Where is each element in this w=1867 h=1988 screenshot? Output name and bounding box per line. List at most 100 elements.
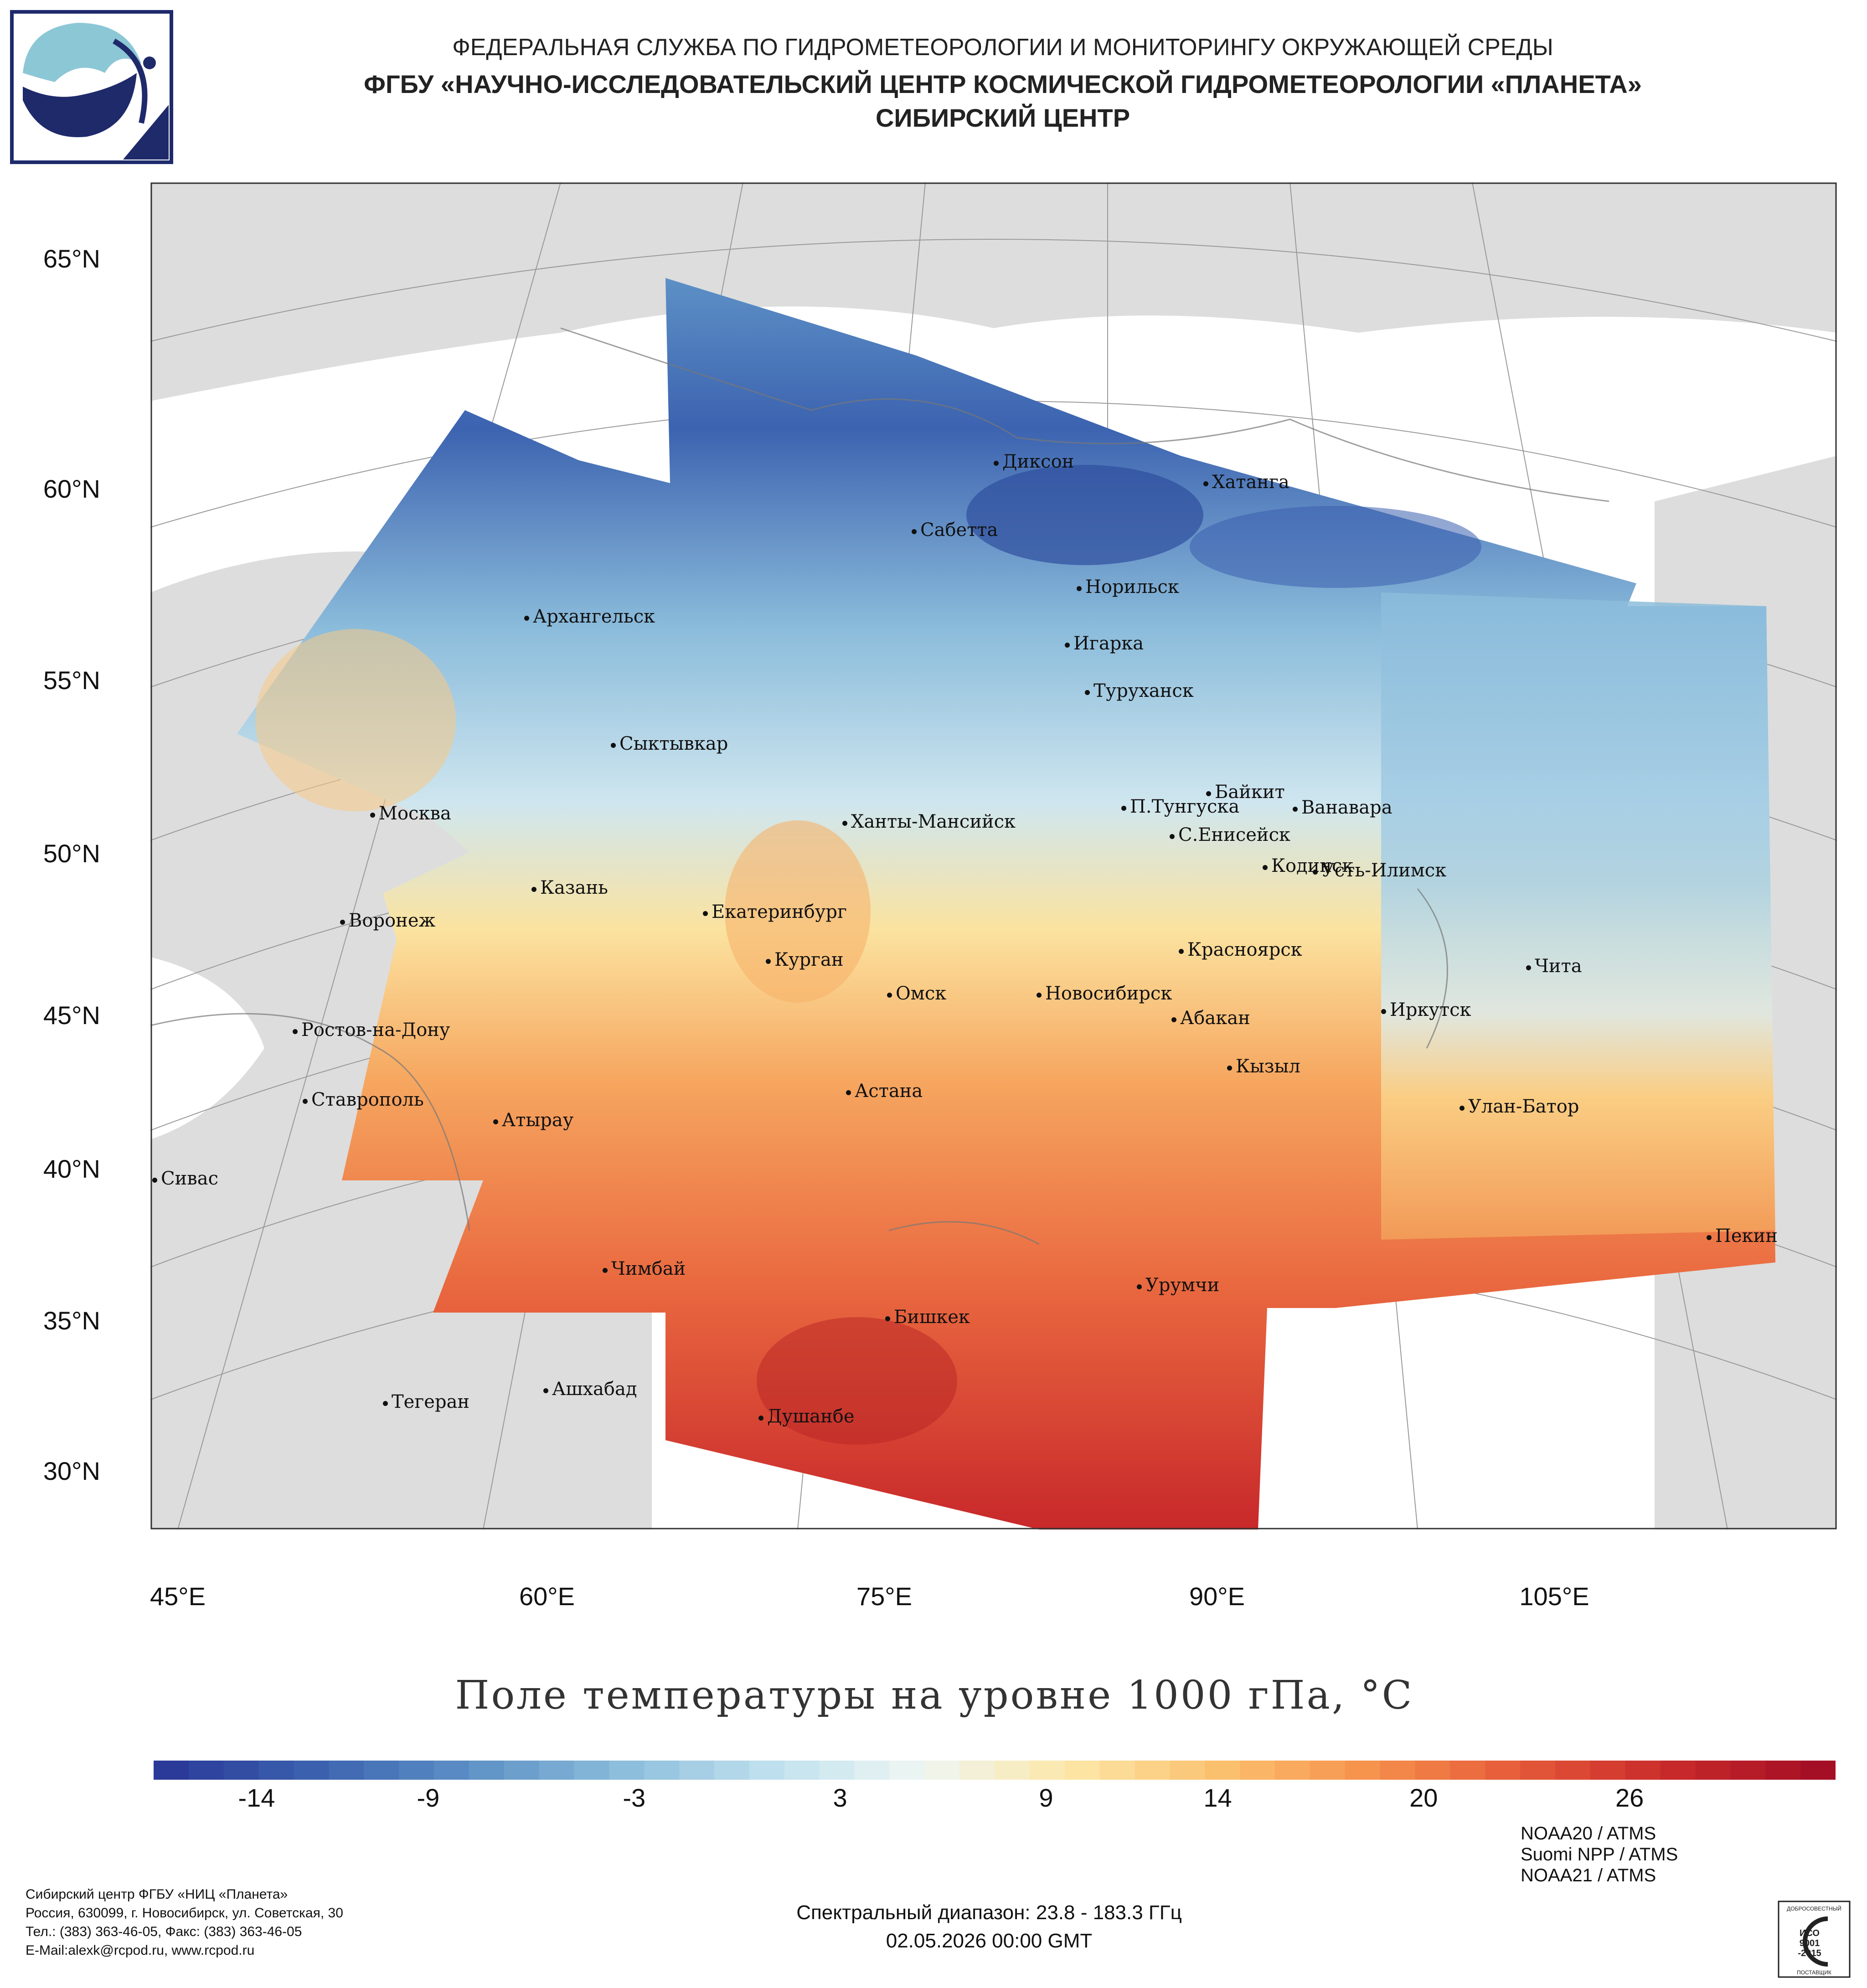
colorbar-tick-label: -9	[417, 1783, 440, 1812]
city-marker	[766, 958, 771, 964]
city-marker	[1171, 1017, 1176, 1022]
city-kyzyl: Кызыл	[1227, 1057, 1300, 1076]
city-name: Ставрополь	[311, 1089, 424, 1110]
city-marker	[1170, 834, 1175, 839]
city-novosibirsk: Новосибирск	[1037, 984, 1172, 1003]
footer-org-email: E-Mail:alexk@rcpod.ru, www.rcpod.ru	[26, 1943, 255, 1958]
city-marker	[1077, 586, 1082, 591]
city-marker	[703, 911, 708, 916]
colorbar-segment	[1695, 1761, 1731, 1780]
colorbar-segment	[1310, 1761, 1346, 1780]
city-omsk: Омск	[887, 984, 946, 1003]
city-name: Чимбай	[611, 1258, 686, 1279]
city-name: Кызыл	[1236, 1056, 1300, 1077]
city-yekaterinburg: Екатеринбург	[703, 903, 847, 921]
colorbar-segment	[644, 1761, 680, 1780]
city-name: Воронеж	[349, 910, 436, 931]
city-marker	[1526, 965, 1531, 970]
colorbar-segment	[1170, 1761, 1206, 1780]
colorbar-segment	[1485, 1761, 1521, 1780]
colorbar-segment	[1135, 1761, 1171, 1780]
colorbar-segment	[924, 1761, 960, 1780]
colorbar-segment	[504, 1761, 540, 1780]
colorbar-segment	[1660, 1761, 1696, 1780]
city-name: П.Тунгуска	[1130, 796, 1240, 817]
city-name: Игарка	[1073, 633, 1144, 654]
city-dushanbe: Душанбе	[758, 1407, 855, 1426]
lat-label-45: 45°N	[43, 1001, 100, 1030]
city-baykit: Байкит	[1206, 783, 1285, 801]
colorbar-tick-label: 14	[1203, 1783, 1232, 1812]
city-name: Абакан	[1180, 1008, 1250, 1029]
footer-org-address: Россия, 630099, г. Новосибирск, ул. Сове…	[26, 1906, 343, 1921]
colorbar	[154, 1761, 1836, 1780]
header-institute: ФГБУ «НАУЧНО-ИССЛЕДОВАТЕЛЬСКИЙ ЦЕНТР КОС…	[364, 70, 1642, 98]
footer-org: Сибирский центр ФГБУ «НИЦ «Планета» Росс…	[26, 1885, 343, 1960]
city-marker	[1203, 481, 1208, 486]
colorbar-segment	[1765, 1761, 1801, 1780]
colorbar-segment	[329, 1761, 365, 1780]
colorbar-segment	[1415, 1761, 1451, 1780]
city-name: Сабетта	[920, 520, 998, 541]
spectral-range: Спектральный диапазон: 23.8 - 183.3 ГГц	[796, 1901, 1182, 1924]
city-marker	[1313, 869, 1318, 875]
city-name: Москва	[379, 803, 451, 824]
city-marker	[842, 820, 847, 826]
colorbar-segment	[1380, 1761, 1416, 1780]
city-marker	[1121, 805, 1126, 811]
colorbar-tick-label: -3	[623, 1783, 646, 1812]
observation-datetime: 02.05.2026 00:00 GMT	[886, 1930, 1093, 1952]
colorbar-segment	[1064, 1761, 1100, 1780]
city-ashkhabad: Ашхабад	[543, 1380, 637, 1398]
city-tegeran: Тегеран	[383, 1393, 469, 1411]
city-name: Норильск	[1085, 577, 1179, 597]
city-name: Диксон	[1002, 451, 1074, 472]
iso-badge-iso: ИСО	[1800, 1928, 1820, 1938]
colorbar-segment	[889, 1761, 925, 1780]
city-marker	[846, 1090, 851, 1095]
city-marker	[887, 992, 892, 998]
colorbar-segment	[959, 1761, 995, 1780]
city-marker	[885, 1316, 890, 1321]
iso-badge-bottom: ПОСТАВЩИК	[1797, 1969, 1831, 1976]
colorbar-segment	[294, 1761, 330, 1780]
colorbar-segment	[469, 1761, 505, 1780]
source-noaa20: NOAA20 / ATMS	[1521, 1823, 1656, 1844]
colorbar-segment	[399, 1761, 435, 1780]
city-marker	[1707, 1235, 1712, 1240]
lat-label-30: 30°N	[43, 1457, 100, 1485]
city-name: Бишкек	[894, 1307, 970, 1328]
city-kazan: Казань	[531, 879, 608, 897]
city-irkutsk: Иркутск	[1381, 1001, 1471, 1019]
colorbar-segment	[1345, 1761, 1381, 1780]
lat-label-55: 55°N	[43, 666, 100, 695]
city-arkhangelsk: Архангельск	[524, 608, 655, 626]
iso-badge-year: -2015	[1798, 1948, 1821, 1958]
colorbar-segment	[1730, 1761, 1766, 1780]
colorbar-segment	[223, 1761, 259, 1780]
city-marker	[293, 1029, 298, 1034]
city-name: Новосибирск	[1045, 983, 1172, 1004]
city-name: Астана	[855, 1081, 923, 1102]
city-name: Байкит	[1215, 782, 1285, 803]
city-syktyvkar: Сыктывкар	[611, 735, 728, 753]
city-name: Кодинск	[1271, 855, 1354, 876]
city-krasnoyarsk: Красноярск	[1179, 941, 1302, 959]
temperature-map	[150, 182, 1837, 1530]
city-name: Екатеринбург	[712, 901, 847, 922]
city-marker	[611, 742, 616, 748]
colorbar-segment	[364, 1761, 400, 1780]
footer-org-phone: Тел.: (383) 363-46-05, Факс: (383) 363-4…	[26, 1924, 302, 1939]
colorbar-segment	[1240, 1761, 1276, 1780]
colorbar-segment	[854, 1761, 890, 1780]
city-name: Архангельск	[533, 606, 655, 627]
city-marker	[1085, 690, 1090, 695]
city-moskva: Москва	[370, 804, 451, 823]
city-name: Пекин	[1715, 1226, 1778, 1246]
city-bishkek: Бишкек	[885, 1308, 970, 1326]
planeta-logo	[10, 10, 173, 164]
colorbar-segment	[1625, 1761, 1661, 1780]
city-name: Ростов-на-Дону	[301, 1020, 450, 1040]
city-marker	[152, 1177, 157, 1183]
map-title: Поле температуры на уровне 1000 гПа, °С	[455, 1673, 1414, 1718]
